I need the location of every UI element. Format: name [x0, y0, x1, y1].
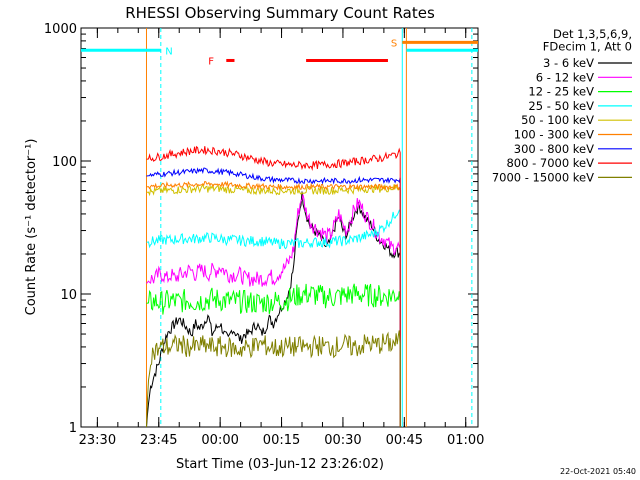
x-tick-label: 00:15 [263, 433, 300, 448]
legend-header-line: FDecim 1, Att 0 [543, 40, 632, 54]
legend-label: 3 - 6 keV [543, 56, 594, 70]
y-tick-label: 100 [52, 155, 77, 170]
series-line-1 [146, 194, 401, 427]
series-line-8 [146, 330, 401, 428]
series-line-7 [146, 145, 401, 427]
legend-label: 100 - 300 keV [514, 128, 594, 142]
legend-label: 7000 - 15000 keV [492, 170, 594, 184]
flag-label: N [165, 46, 172, 57]
legend-label: 50 - 100 keV [521, 113, 594, 127]
flag-label: S [391, 38, 397, 49]
series-line-5 [146, 180, 401, 427]
legend-label: 300 - 800 keV [514, 142, 594, 156]
legend-label: 25 - 50 keV [528, 99, 594, 113]
chart-title: RHESSI Observing Summary Count Rates [125, 4, 435, 22]
x-axis-label: Start Time (03-Jun-12 23:26:02) [176, 457, 384, 472]
series-line-0 [146, 191, 401, 428]
plot-frame [80, 27, 479, 428]
series-line-3 [146, 209, 401, 427]
flag-label: F [208, 56, 214, 67]
legend-label: 12 - 25 keV [528, 85, 594, 99]
x-tick-label: 23:45 [140, 433, 177, 448]
y-tick-label: 1 [69, 421, 77, 436]
timestamp-stamp: 22-Oct-2021 05:40 [560, 467, 636, 476]
legend: Det 1,3,5,6,9,FDecim 1, Att 0 3 - 6 keV6 … [492, 27, 632, 184]
plot-area: 1 10 100 1000 23:30 23:45 00:00 00:15 00:30 00:45… [44, 22, 485, 448]
series-line-2 [146, 283, 401, 427]
y-axis-label: Count Rate (s⁻¹ detector⁻¹) [24, 139, 39, 316]
x-tick-label: 00:45 [386, 433, 423, 448]
y-tick-label: 1000 [44, 22, 77, 37]
x-tick-label: 00:30 [324, 433, 361, 448]
legend-label: 6 - 12 keV [536, 70, 594, 84]
series-line-6 [146, 167, 401, 427]
legend-label: 800 - 7000 keV [506, 156, 594, 170]
x-tick-label: 23:30 [79, 433, 116, 448]
x-tick-label: 01:00 [447, 433, 484, 448]
x-tick-label: 00:00 [201, 433, 238, 448]
y-tick-label: 10 [60, 288, 77, 303]
legend-header-line: Det 1,3,5,6,9, [553, 27, 632, 41]
